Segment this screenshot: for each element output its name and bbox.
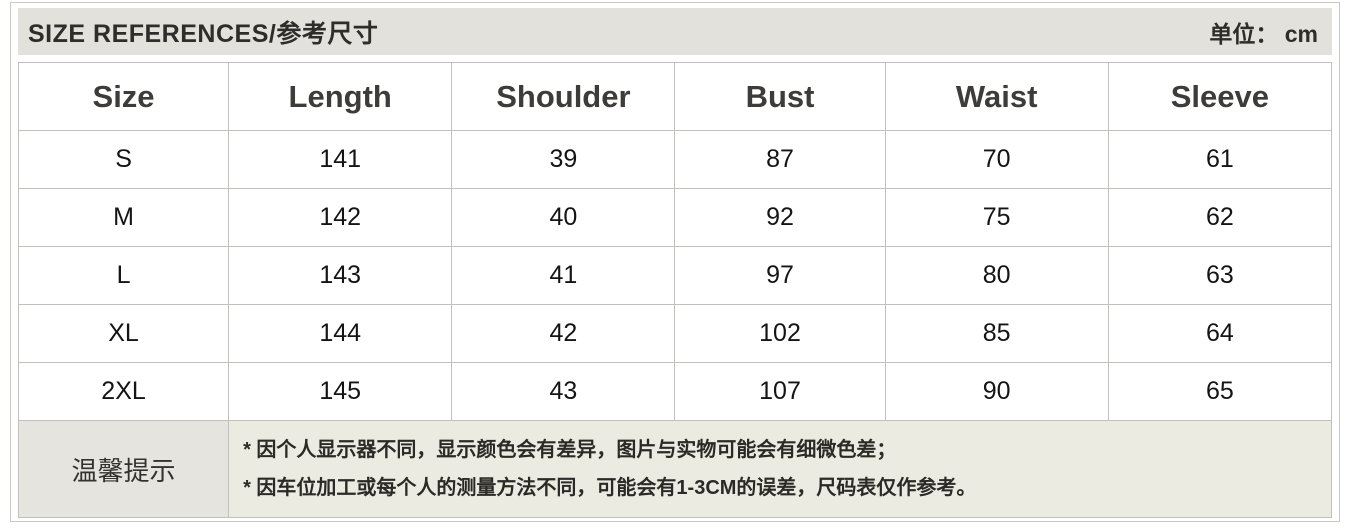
length-value: 142 <box>228 188 453 247</box>
table-row-2xl: 2XL 145 43 107 90 65 <box>17 362 1333 421</box>
table-row-l: L 143 41 97 80 63 <box>17 246 1333 305</box>
table-row-xl: XL 144 42 102 85 64 <box>17 304 1333 363</box>
sleeve-value: 63 <box>1107 246 1333 305</box>
size-value: XL <box>17 304 230 363</box>
length-value: 144 <box>228 304 453 363</box>
notes-row: 温馨提示 * 因个人显示器不同，显示颜色会有差异，图片与实物可能会有细微色差； … <box>17 420 1332 518</box>
table-row-m: M 142 40 92 75 62 <box>17 188 1333 247</box>
column-header-length: Length <box>228 62 453 131</box>
sleeve-value: 64 <box>1107 304 1333 363</box>
waist-value: 90 <box>884 362 1109 421</box>
bust-value: 87 <box>674 130 886 189</box>
column-header-size: Size <box>17 62 230 131</box>
length-value: 145 <box>228 362 453 421</box>
unit-label: 单位： cm <box>1209 20 1318 47</box>
bust-value: 92 <box>674 188 886 247</box>
shoulder-value: 40 <box>451 188 676 247</box>
size-value: S <box>17 130 230 189</box>
sleeve-value: 62 <box>1107 188 1333 247</box>
waist-value: 70 <box>884 130 1109 189</box>
sleeve-value: 65 <box>1107 362 1333 421</box>
shoulder-value: 41 <box>451 246 676 305</box>
column-header-waist: Waist <box>884 62 1109 131</box>
length-value: 143 <box>228 246 453 305</box>
column-header-bust: Bust <box>674 62 886 131</box>
shoulder-value: 43 <box>451 362 676 421</box>
bust-value: 107 <box>674 362 886 421</box>
size-value: L <box>17 246 230 305</box>
length-value: 141 <box>228 130 453 189</box>
size-value: 2XL <box>17 362 230 421</box>
notes-cell: * 因个人显示器不同，显示颜色会有差异，图片与实物可能会有细微色差； * 因车位… <box>228 420 1332 518</box>
shoulder-value: 39 <box>451 130 676 189</box>
title-bar: SIZE REFERENCES/参考尺寸 单位： cm <box>18 8 1332 55</box>
sleeve-value: 61 <box>1107 130 1333 189</box>
column-header-sleeve: Sleeve <box>1107 62 1333 131</box>
tips-label: 温馨提示 <box>17 420 230 518</box>
waist-value: 80 <box>884 246 1109 305</box>
bust-value: 102 <box>674 304 886 363</box>
size-table: Size Length Shoulder Bust Waist Sleeve S… <box>17 62 1333 518</box>
size-value: M <box>17 188 230 247</box>
note-line-color-disclaimer: * 因个人显示器不同，显示颜色会有差异，图片与实物可能会有细微色差； <box>243 439 897 461</box>
table-header-row: Size Length Shoulder Bust Waist Sleeve <box>17 62 1333 131</box>
page-title: SIZE REFERENCES/参考尺寸 <box>28 19 379 48</box>
column-header-shoulder: Shoulder <box>451 62 676 131</box>
content-frame: SIZE REFERENCES/参考尺寸 单位： cm Size Length … <box>10 2 1340 522</box>
waist-value: 85 <box>884 304 1109 363</box>
table-row-s: S 141 39 87 70 61 <box>17 130 1333 189</box>
note-line-measurement-disclaimer: * 因车位加工或每个人的测量方法不同，可能会有1-3CM的误差，尺码表仅作参考。 <box>243 477 977 499</box>
bust-value: 97 <box>674 246 886 305</box>
shoulder-value: 42 <box>451 304 676 363</box>
waist-value: 75 <box>884 188 1109 247</box>
